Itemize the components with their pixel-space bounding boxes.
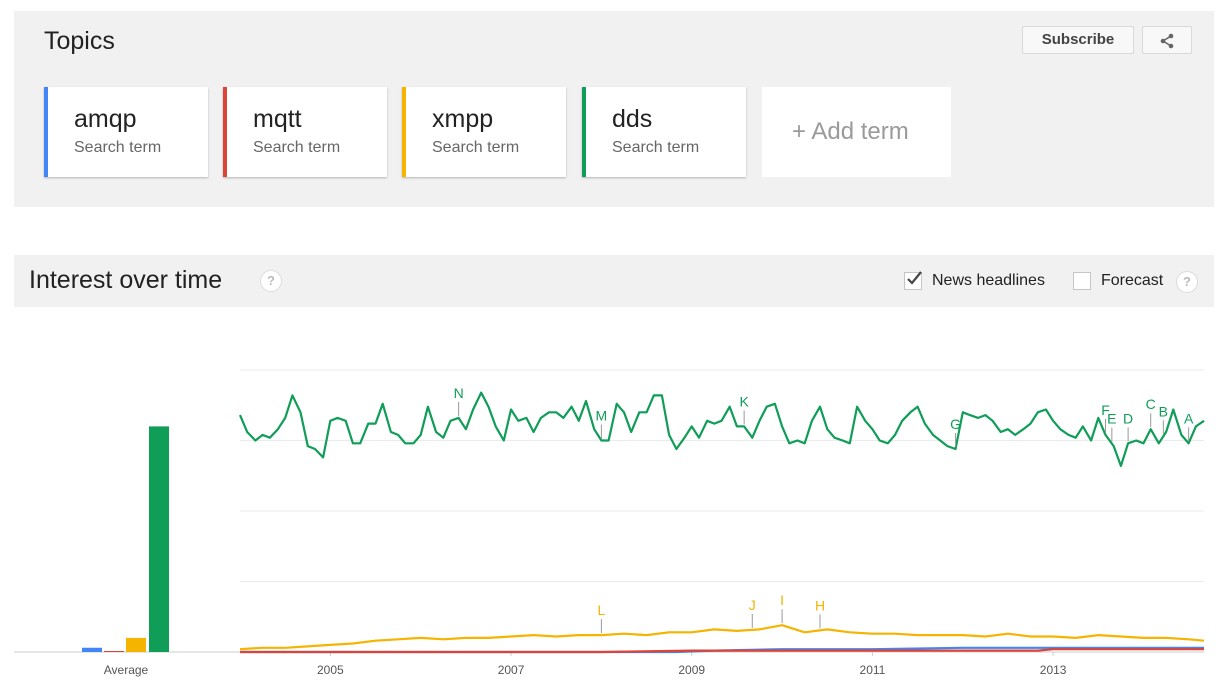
- help-icon[interactable]: ?: [260, 270, 282, 292]
- average-label: Average: [104, 663, 149, 677]
- annotation-label-N: N: [454, 385, 464, 401]
- term-name: amqp: [74, 105, 137, 133]
- term-card-xmpp[interactable]: xmpp Search term: [402, 87, 566, 177]
- topics-panel: Topics Subscribe amqp Search term mqtt S…: [14, 11, 1214, 207]
- average-bar-amqp: [82, 647, 102, 652]
- x-tick-label: 2013: [1040, 663, 1067, 677]
- annotation-label-M: M: [596, 408, 608, 424]
- annotation-label-G: G: [950, 416, 961, 432]
- checkmark-icon: [907, 271, 922, 285]
- news-headlines-checkbox[interactable]: [904, 271, 922, 290]
- annotation-label-D: D: [1123, 410, 1133, 426]
- annotation-label-I: I: [780, 592, 784, 608]
- term-subtitle: Search term: [74, 139, 162, 156]
- average-bar-dds: [149, 426, 169, 652]
- interest-panel: Interest over time ? News headlines Fore…: [14, 255, 1214, 307]
- news-headlines-label: News headlines: [932, 272, 1045, 289]
- annotation-label-L: L: [597, 602, 605, 618]
- annotation-label-J: J: [749, 597, 756, 613]
- interest-title: Interest over time: [29, 266, 223, 294]
- term-card-amqp[interactable]: amqp Search term: [44, 87, 208, 177]
- add-term-button[interactable]: + Add term: [762, 87, 951, 177]
- annotation-label-C: C: [1146, 396, 1156, 412]
- annotation-label-B: B: [1159, 403, 1168, 419]
- annotation-label-F: F: [1101, 402, 1110, 418]
- annotation-label-A: A: [1184, 410, 1194, 426]
- average-bar-mqtt: [104, 651, 124, 652]
- annotation-label-E: E: [1107, 411, 1116, 427]
- series-line-xmpp: [239, 624, 1205, 651]
- term-name: dds: [612, 105, 653, 133]
- share-icon: [1160, 33, 1174, 49]
- forecast-help-icon[interactable]: ?: [1176, 271, 1198, 293]
- term-name: mqtt: [253, 105, 302, 133]
- series-line-mqtt: [240, 648, 1204, 654]
- series-line-dds: [238, 391, 1205, 467]
- term-subtitle: Search term: [612, 139, 700, 156]
- annotation-label-H: H: [815, 597, 825, 613]
- forecast-checkbox[interactable]: [1073, 272, 1091, 290]
- term-subtitle: Search term: [432, 139, 520, 156]
- term-card-dds[interactable]: dds Search term: [582, 87, 746, 177]
- x-tick-label: 2007: [498, 663, 525, 677]
- x-tick-label: 2005: [317, 663, 344, 677]
- term-subtitle: Search term: [253, 139, 341, 156]
- share-button[interactable]: [1142, 26, 1192, 54]
- forecast-label: Forecast: [1101, 272, 1164, 289]
- interest-chart: Average 2005 2007 2009 2011 2013 N M K G FE DC B A L J I…: [14, 369, 1205, 677]
- annotation-label-K: K: [739, 393, 749, 409]
- term-card-mqtt[interactable]: mqtt Search term: [223, 87, 387, 177]
- x-tick-label: 2009: [678, 663, 705, 677]
- term-name: xmpp: [432, 105, 494, 133]
- subscribe-button[interactable]: Subscribe: [1022, 26, 1134, 54]
- average-bar-xmpp: [126, 637, 146, 652]
- add-term-label: + Add term: [792, 118, 909, 145]
- x-tick-label: 2011: [860, 663, 886, 677]
- topics-title: Topics: [44, 27, 115, 55]
